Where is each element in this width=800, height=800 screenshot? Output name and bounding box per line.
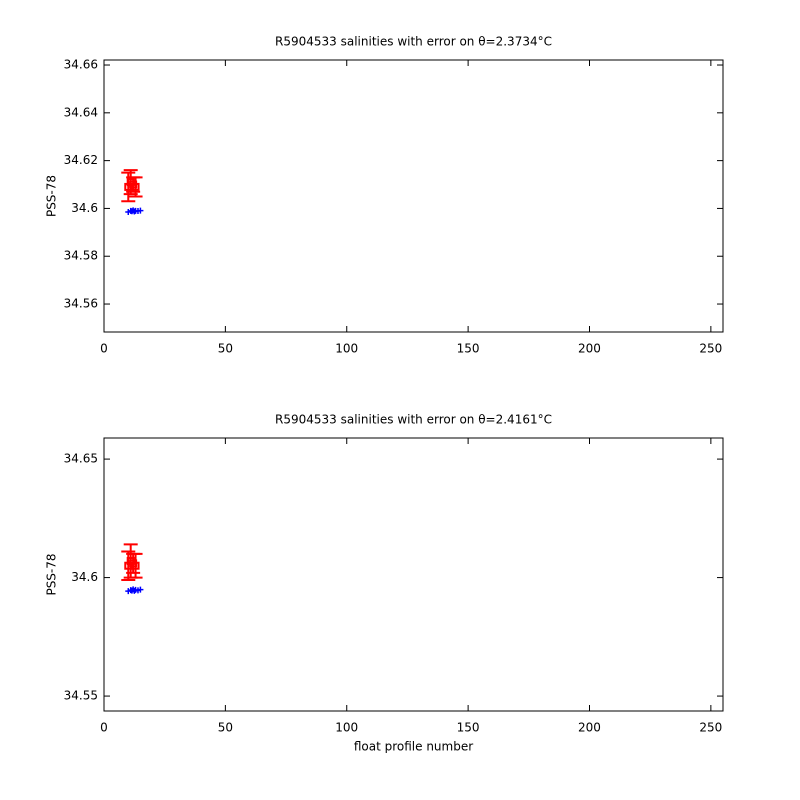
x-tick-label: 200: [578, 342, 601, 356]
x-tick-label: 150: [457, 721, 480, 735]
y-tick-label: 34.62: [64, 153, 98, 167]
x-tick-label: 150: [457, 342, 480, 356]
point: [131, 182, 140, 191]
chart-title: R5904533 salinities with error on θ=2.41…: [275, 413, 552, 427]
x-tick-label: 0: [100, 721, 108, 735]
x-tick-label: 200: [578, 721, 601, 735]
x-tick-label: 250: [699, 721, 722, 735]
error-bar: [128, 552, 143, 579]
chart-title: R5904533 salinities with error on θ=2.37…: [275, 35, 552, 49]
y-axis-label: PSS-78: [45, 175, 59, 217]
point: [137, 207, 144, 214]
axes-box: [103, 437, 724, 712]
y-tick-label: 34.55: [64, 689, 98, 703]
x-tick-label: 50: [218, 342, 233, 356]
error-bar: [128, 176, 143, 198]
x-tick-label: 50: [218, 721, 233, 735]
y-tick-label: 34.6: [71, 201, 98, 215]
x-axis-label: float profile number: [354, 740, 473, 754]
y-tick-label: 34.56: [64, 297, 98, 311]
x-tick-label: 100: [335, 721, 358, 735]
point: [131, 561, 140, 570]
x-tick-label: 100: [335, 342, 358, 356]
axes-box: [103, 59, 724, 333]
y-axis-label: PSS-78: [45, 553, 59, 595]
y-tick-label: 34.6: [71, 570, 98, 584]
error-bar: [121, 550, 136, 581]
y-tick-label: 34.58: [64, 249, 98, 263]
x-tick-label: 0: [100, 342, 108, 356]
x-tick-label: 250: [699, 342, 722, 356]
y-tick-label: 34.65: [64, 452, 98, 466]
y-tick-label: 34.66: [64, 58, 98, 72]
point: [137, 586, 144, 593]
y-tick-label: 34.64: [64, 105, 98, 119]
